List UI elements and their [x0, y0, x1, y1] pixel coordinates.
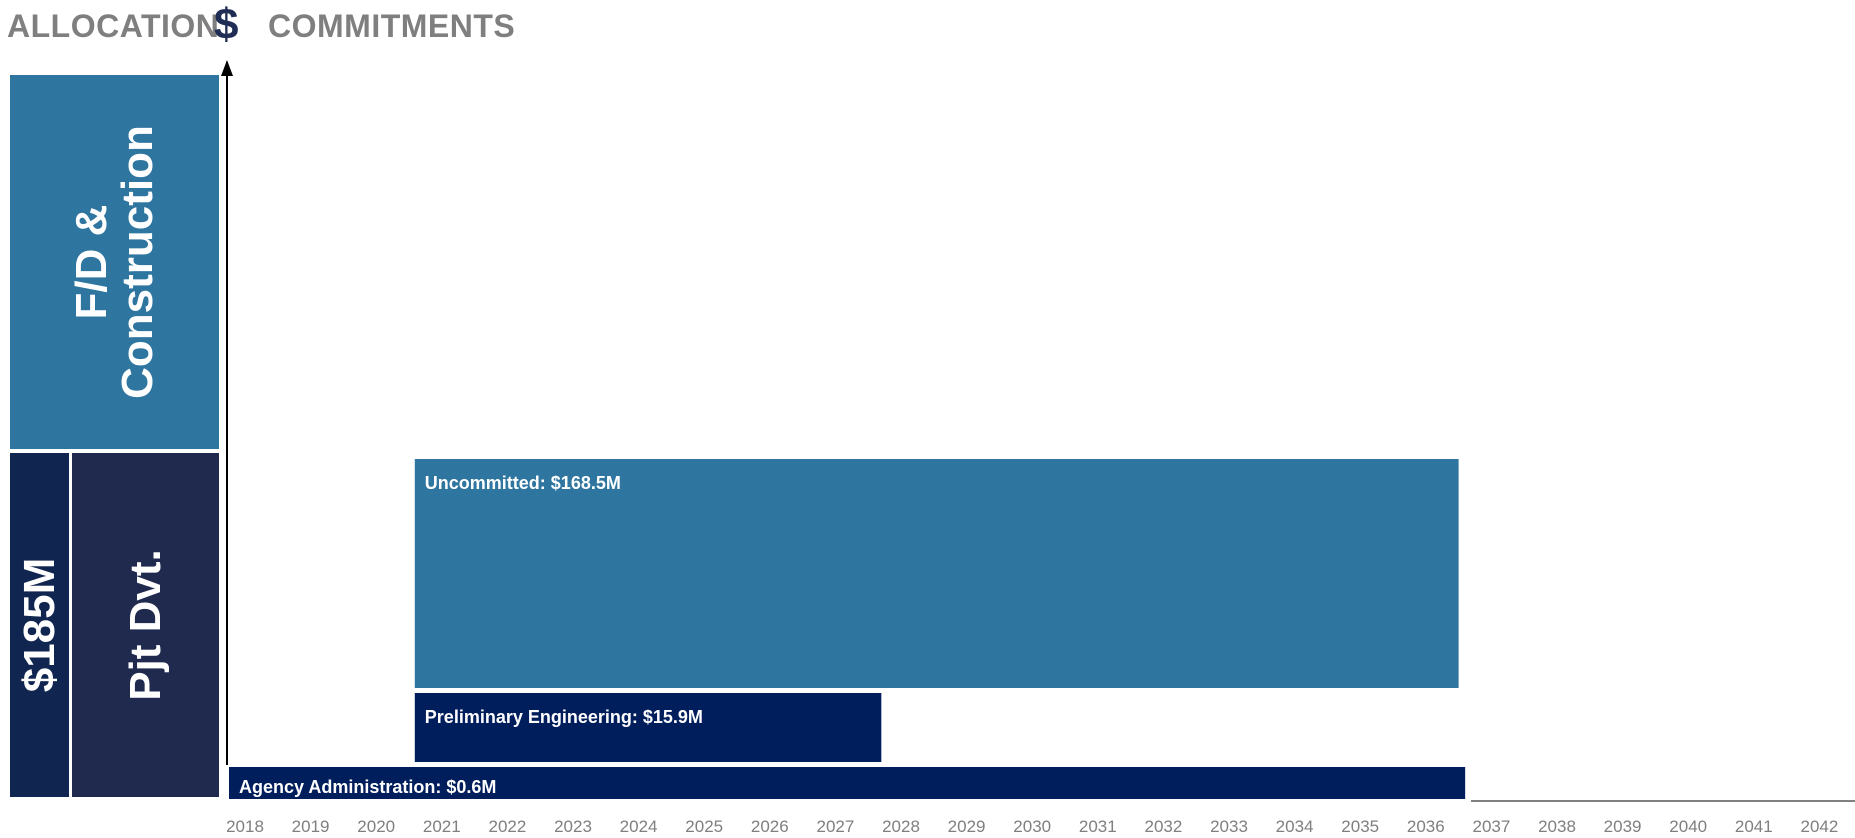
x-tick-label: 2025	[685, 817, 723, 836]
commitments-heading: COMMITMENTS	[268, 8, 516, 44]
x-tick-label: 2033	[1210, 817, 1248, 836]
x-tick-label: 2028	[882, 817, 920, 836]
x-tick-label: 2023	[554, 817, 592, 836]
dollar-axis-label: $	[214, 0, 239, 49]
x-tick-label: 2041	[1735, 817, 1773, 836]
x-tick-label: 2018	[226, 817, 264, 836]
x-tick-label: 2029	[948, 817, 986, 836]
x-tick-label: 2039	[1604, 817, 1642, 836]
x-tick-label: 2040	[1669, 817, 1707, 836]
x-tick-label: 2019	[292, 817, 330, 836]
x-tick-label: 2038	[1538, 817, 1576, 836]
commitment-bar	[414, 693, 882, 762]
x-tick-label: 2022	[488, 817, 526, 836]
fd-construction-block: F/D & Construction	[10, 75, 219, 449]
commitment-bar	[229, 767, 1466, 799]
x-tick-label: 2021	[423, 817, 461, 836]
commitment-bar-label: Preliminary Engineering: $15.9M	[425, 707, 703, 727]
x-tick-label: 2024	[620, 817, 658, 836]
project-development-block: Pjt Dvt.	[72, 453, 219, 797]
commitment-bar-label: Uncommitted: $168.5M	[425, 473, 621, 493]
x-tick-label: 2034	[1276, 817, 1314, 836]
x-tick-label: 2026	[751, 817, 789, 836]
x-tick-label: 2027	[816, 817, 854, 836]
x-tick-label: 2020	[357, 817, 395, 836]
x-tick-label: 2032	[1144, 817, 1182, 836]
x-tick-label: 2030	[1013, 817, 1051, 836]
x-tick-label: 2031	[1079, 817, 1117, 836]
x-tick-label: 2042	[1800, 817, 1838, 836]
y-axis-arrow	[221, 60, 233, 76]
total-allocation-block: $185M	[10, 453, 69, 797]
axis-layer	[221, 60, 1855, 802]
commitment-bar-label: Agency Administration: $0.6M	[239, 777, 496, 797]
x-tick-labels: 2018 2019 2020 2021 2022 2023 2024 2025 2026 2027…	[226, 817, 1838, 836]
allocation-heading: ALLOCATION	[7, 8, 220, 44]
x-tick-label: 2037	[1472, 817, 1510, 836]
bars-layer: Uncommitted: $168.5M Preliminary Engineer…	[229, 459, 1466, 799]
commitment-bar	[414, 459, 1459, 688]
x-tick-label: 2036	[1407, 817, 1445, 836]
x-tick-label: 2035	[1341, 817, 1379, 836]
